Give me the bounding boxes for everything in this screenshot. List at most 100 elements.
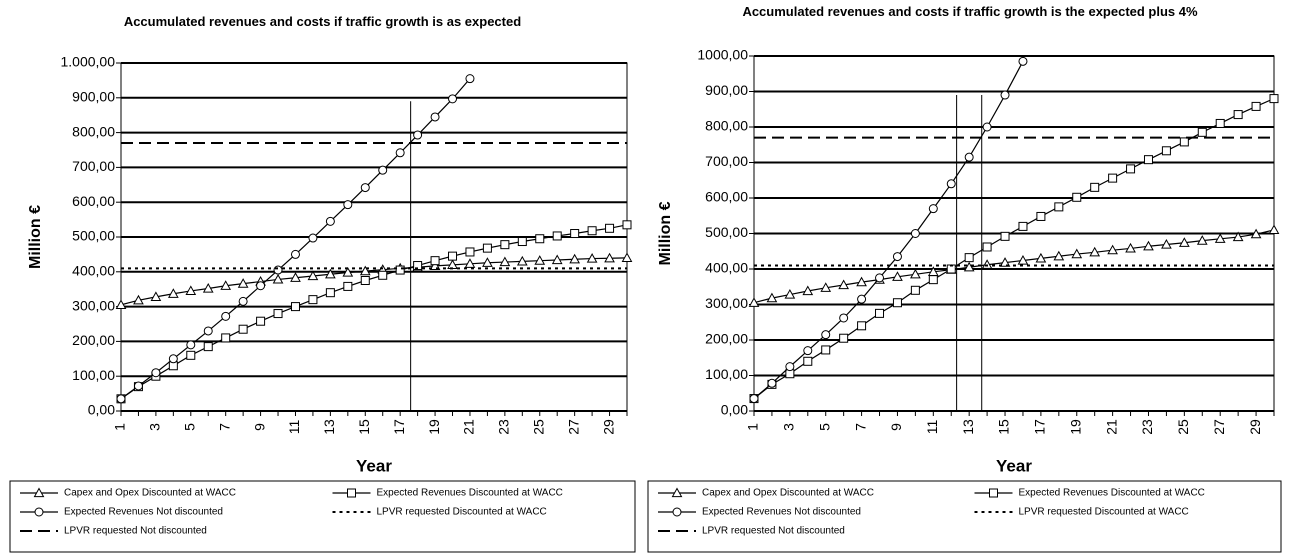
x-tick-label: 23 <box>1139 419 1155 435</box>
data-point <box>395 265 405 275</box>
data-point <box>203 326 213 336</box>
title-box: Accumulated revenues and costs if traffi… <box>123 14 522 29</box>
data-point <box>982 242 992 252</box>
y-axis-label: Million € <box>27 205 44 269</box>
data-point <box>116 394 126 404</box>
data-point <box>1072 192 1082 202</box>
chart-title: Accumulated revenues and costs if traffi… <box>742 4 1198 19</box>
data-point <box>1000 231 1010 241</box>
data-point <box>892 252 902 262</box>
x-tick-label: 13 <box>321 419 337 435</box>
data-point <box>838 279 850 290</box>
data-point <box>784 289 796 299</box>
data-point <box>820 282 832 292</box>
legend-marker <box>347 488 356 498</box>
x-tick-label: 9 <box>251 423 267 431</box>
data-point <box>202 282 214 293</box>
y-tick-label: 800,00 <box>705 118 748 134</box>
data-point <box>981 259 993 269</box>
chart-title: Accumulated revenues and costs if traffi… <box>123 14 522 29</box>
data-point <box>448 251 458 261</box>
data-point <box>448 94 458 104</box>
data-point <box>910 285 920 295</box>
data-point <box>413 261 423 271</box>
data-point <box>1108 173 1118 183</box>
data-point <box>749 394 759 404</box>
y-tick-label: 1.000,00 <box>61 54 116 70</box>
data-point <box>621 252 633 262</box>
y-tick-label: 100,00 <box>705 366 748 382</box>
data-point <box>586 253 598 263</box>
x-tick-label: 11 <box>924 420 940 435</box>
data-point <box>1251 101 1261 111</box>
y-tick-label: 600,00 <box>72 193 115 209</box>
x-tick-label: 21 <box>461 419 477 435</box>
data-point <box>587 226 597 236</box>
data-point <box>378 270 388 280</box>
data-point <box>1089 246 1101 257</box>
legend-box <box>647 480 1282 553</box>
data-point <box>1269 94 1279 104</box>
x-tick-label: 19 <box>426 419 442 435</box>
data-point <box>963 261 975 272</box>
y-tick-label: 500,00 <box>705 224 748 240</box>
y-tick-label: 700,00 <box>705 153 748 169</box>
data-point <box>290 272 301 282</box>
x-tick-label: 11 <box>286 420 302 435</box>
data-point <box>1250 228 1262 239</box>
data-point <box>185 285 197 296</box>
data-point <box>802 285 814 296</box>
data-point <box>551 254 563 265</box>
x-tick-label: 19 <box>1067 419 1083 435</box>
y-tick-label: 400,00 <box>72 263 115 279</box>
data-point <box>604 252 615 263</box>
data-point <box>946 179 956 189</box>
data-point <box>325 216 335 226</box>
data-point <box>1197 127 1207 137</box>
data-point <box>1161 146 1171 156</box>
legend-marker <box>671 487 683 498</box>
data-point <box>1036 211 1046 221</box>
legend-label: Capex and Opex Discounted at WACC <box>64 488 236 499</box>
data-point <box>395 148 405 158</box>
data-point <box>272 273 284 284</box>
data-point <box>482 257 493 267</box>
data-point <box>856 276 867 287</box>
data-point <box>928 204 938 214</box>
data-point <box>1126 164 1136 174</box>
data-point <box>150 291 162 301</box>
data-point <box>821 345 831 355</box>
data-point <box>221 311 231 321</box>
data-point <box>499 256 511 267</box>
y-tick-label: 700,00 <box>72 158 115 174</box>
y-tick-label: 900,00 <box>705 82 748 98</box>
x-tick-label: 3 <box>781 423 797 431</box>
data-point <box>1000 90 1010 100</box>
data-point <box>1161 238 1172 249</box>
data-point <box>308 295 318 305</box>
data-point <box>167 288 179 298</box>
legend-label: LPVR requested Not discounted <box>64 526 207 537</box>
series-line <box>120 257 628 306</box>
data-point <box>1053 250 1065 261</box>
x-tick-label: 9 <box>888 423 904 431</box>
data-point <box>343 200 353 210</box>
y-tick-label: 600,00 <box>705 189 748 205</box>
data-point <box>910 229 920 238</box>
x-tick-label: 17 <box>391 419 407 435</box>
x-tick-label: 7 <box>216 423 232 431</box>
y-tick-label: 1000,00 <box>697 47 748 63</box>
data-point <box>803 356 813 366</box>
data-point <box>378 165 388 175</box>
data-point <box>186 350 196 360</box>
data-point <box>892 271 903 281</box>
data-point <box>221 333 231 343</box>
y-tick-label: 200,00 <box>705 331 748 347</box>
x-tick-label: 29 <box>600 419 616 435</box>
x-tick-label: 1 <box>745 423 761 431</box>
y-tick-label: 300,00 <box>705 295 748 311</box>
y-tick-label: 800,00 <box>72 123 115 139</box>
y-tick-label: 900,00 <box>72 89 115 105</box>
data-point <box>413 130 423 140</box>
data-point <box>343 281 353 291</box>
